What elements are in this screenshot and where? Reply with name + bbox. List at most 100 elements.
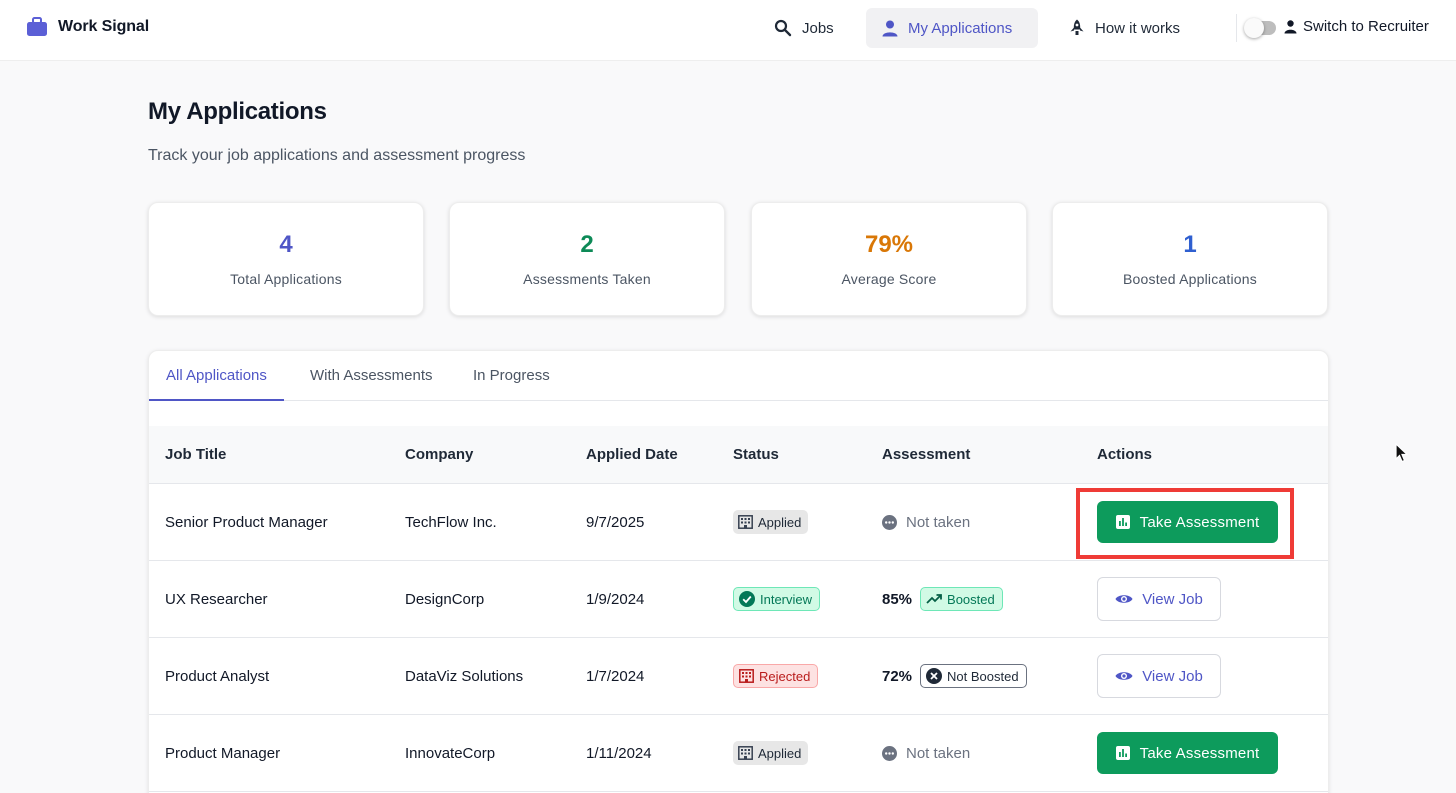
take-assessment-label: Take Assessment <box>1139 744 1260 762</box>
applied-date: 9/7/2025 <box>586 513 645 531</box>
tab-all-applications[interactable]: All Applications <box>149 351 284 401</box>
assessment-cell: Not taken <box>882 715 970 791</box>
assessment-not-taken: Not taken <box>882 745 970 762</box>
page-subtitle: Track your job applications and assessme… <box>148 147 526 164</box>
applied-date: 1/11/2024 <box>586 744 652 762</box>
stat-value: 2 <box>580 231 594 258</box>
status-cell: Applied <box>733 715 809 791</box>
assessment-cell: 85% Boosted <box>882 561 1003 637</box>
company: TechFlow Inc. <box>405 513 497 531</box>
column-header: Job Title <box>165 446 227 463</box>
chart-icon <box>1115 746 1130 760</box>
table-header: Job Title Company Applied Date Status As… <box>149 426 1328 484</box>
assessment-score: 72% <box>882 667 913 685</box>
table-row: Senior Product Manager TechFlow Inc. 9/7… <box>149 484 1328 561</box>
column-header: Actions <box>1097 446 1153 463</box>
applied-date: 1/7/2024 <box>586 667 645 685</box>
switch-to-recruiter-label: Switch to Recruiter <box>1303 18 1429 35</box>
status-cell: Rejected <box>733 638 819 714</box>
view-job-label: View Job <box>1142 590 1203 608</box>
actions-cell: View Job <box>1097 561 1221 637</box>
page-title: My Applications <box>148 98 327 125</box>
stat-value: 4 <box>279 231 293 258</box>
chart-icon <box>1115 515 1130 529</box>
boost-badge: Boosted <box>920 587 1003 611</box>
take-assessment-label: Take Assessment <box>1139 513 1260 531</box>
applications-panel: All Applications With Assessments In Pro… <box>148 350 1329 793</box>
status-cell: Interview <box>733 561 821 637</box>
boost-label: Not Boosted <box>947 668 1019 684</box>
status-label: Applied <box>758 745 802 761</box>
person-icon <box>882 20 898 36</box>
actions-cell: View Job <box>1097 638 1221 714</box>
assessment-cell: 72% Not Boosted <box>882 638 1027 714</box>
stat-card-total: 4 Total Applications <box>148 202 424 316</box>
more-icon <box>882 745 897 761</box>
assessment-label: Not taken <box>906 744 971 762</box>
nav-my-applications[interactable]: My Applications <box>866 8 1038 48</box>
table-row: UX Researcher DesignCorp 1/9/2024 Interv… <box>149 561 1328 638</box>
nav-how-it-works[interactable]: How it works <box>1053 8 1196 48</box>
view-job-button[interactable]: View Job <box>1097 654 1221 698</box>
search-icon <box>774 19 792 37</box>
stat-value: 79% <box>864 231 914 258</box>
status-badge: Applied <box>733 510 809 534</box>
stat-label: Average Score <box>841 271 937 287</box>
status-label: Applied <box>758 514 802 530</box>
brand-name: Work Signal <box>58 18 150 35</box>
company: DataViz Solutions <box>405 667 524 685</box>
brand[interactable]: Work Signal <box>26 17 149 37</box>
actions-cell: Take Assessment <box>1097 715 1278 791</box>
status-badge: Interview <box>733 587 821 611</box>
briefcase-icon <box>26 17 48 37</box>
nav-jobs-label: Jobs <box>802 19 834 37</box>
building-icon <box>738 515 753 529</box>
assessment-cell: Not taken <box>882 484 970 560</box>
status-badge: Rejected <box>733 664 819 688</box>
nav-my-applications-label: My Applications <box>908 19 1013 37</box>
stat-label: Total Applications <box>230 271 342 287</box>
tab-with-assessments[interactable]: With Assessments <box>310 367 433 384</box>
job-title: UX Researcher <box>165 590 268 608</box>
actions-cell: Take Assessment <box>1097 484 1278 560</box>
view-job-button[interactable]: View Job <box>1097 577 1221 621</box>
take-assessment-button[interactable]: Take Assessment <box>1097 732 1278 774</box>
toggle-knob <box>1244 18 1264 38</box>
stat-card-assessments: 2 Assessments Taken <box>449 202 725 316</box>
status-label: Interview <box>760 591 813 607</box>
recruiter-toggle[interactable] <box>1244 18 1276 38</box>
eye-icon <box>1115 672 1133 680</box>
mouse-cursor-icon <box>1395 443 1409 463</box>
stat-card-average-score: 79% Average Score <box>751 202 1027 316</box>
check-circle-icon <box>739 591 755 607</box>
assessment-label: Not taken <box>906 513 971 531</box>
trending-up-icon <box>926 594 942 604</box>
column-header: Company <box>405 446 474 463</box>
status-badge: Applied <box>733 741 809 765</box>
status-label: Rejected <box>759 668 811 684</box>
building-icon <box>739 669 754 683</box>
column-header: Applied Date <box>586 446 678 463</box>
nav-jobs[interactable]: Jobs <box>758 8 850 48</box>
eye-icon <box>1115 595 1133 603</box>
building-icon <box>738 746 753 760</box>
view-job-label: View Job <box>1142 667 1203 685</box>
stat-card-boosted: 1 Boosted Applications <box>1052 202 1328 316</box>
company: DesignCorp <box>405 590 485 608</box>
nav-divider <box>1236 14 1237 42</box>
take-assessment-button[interactable]: Take Assessment <box>1097 501 1278 543</box>
column-header: Status <box>733 446 779 463</box>
status-cell: Applied <box>733 484 809 560</box>
company: InnovateCorp <box>405 744 496 762</box>
switch-to-recruiter[interactable]: Switch to Recruiter <box>1284 18 1429 35</box>
stat-label: Boosted Applications <box>1123 271 1257 287</box>
cancel-icon <box>926 668 943 684</box>
column-header: Assessment <box>882 446 971 463</box>
more-icon <box>882 514 897 530</box>
assessment-score: 85% <box>882 590 913 608</box>
tab-in-progress[interactable]: In Progress <box>473 367 550 384</box>
nav-how-it-works-label: How it works <box>1095 19 1181 37</box>
job-title: Senior Product Manager <box>165 513 328 531</box>
rocket-icon <box>1070 19 1084 35</box>
person-icon <box>1284 19 1297 33</box>
